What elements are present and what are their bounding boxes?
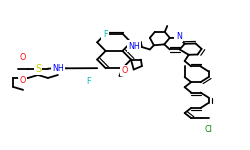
Text: NH: NH bbox=[52, 64, 64, 73]
Text: NH: NH bbox=[128, 42, 140, 51]
Text: O: O bbox=[121, 66, 128, 75]
Text: Cl: Cl bbox=[204, 126, 212, 135]
Text: S: S bbox=[35, 64, 41, 74]
Text: N: N bbox=[176, 32, 182, 41]
Text: F: F bbox=[86, 77, 90, 86]
Text: F: F bbox=[103, 30, 107, 39]
Text: O: O bbox=[20, 76, 26, 85]
Text: O: O bbox=[20, 53, 26, 62]
